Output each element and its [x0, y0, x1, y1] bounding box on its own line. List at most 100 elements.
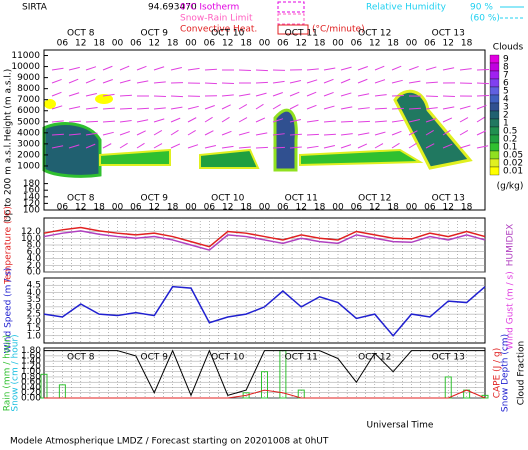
hour-label: 18: [167, 203, 179, 213]
wind-arrow: [459, 130, 469, 136]
y-tick-label: 0.0: [27, 268, 42, 278]
day-label: OCT 11: [285, 29, 318, 39]
y-tick-label: 4.5: [27, 281, 41, 291]
wind-arrow: [340, 133, 353, 136]
y-tick-label: 10.0: [21, 234, 41, 244]
wind-arrow: [221, 145, 234, 149]
wind-arrow: [119, 120, 132, 123]
wind-arrow: [340, 92, 352, 97]
wind-arrow: [51, 91, 62, 97]
wind-arrow: [102, 143, 112, 149]
wind-arrow: [408, 80, 421, 84]
colorbar-title: Clouds: [493, 43, 524, 53]
hour-label: 06: [57, 203, 69, 213]
colorbar-label: 4: [503, 95, 509, 105]
wind-arrow: [374, 107, 387, 110]
series-line: [44, 349, 485, 397]
wind-arrow: [153, 130, 163, 136]
wind-arrow: [340, 120, 353, 123]
hour-label: 06: [424, 203, 436, 213]
y-tick-label: 2000: [17, 150, 40, 160]
wind-arrow: [51, 105, 63, 110]
wind-arrow: [153, 118, 165, 123]
y-tick-label: 12.0: [21, 227, 41, 237]
legend-swatch: [277, 24, 309, 35]
hour-label: 06: [204, 203, 216, 213]
day-label: OCT 13: [432, 194, 465, 204]
hour-label: 06: [351, 203, 363, 213]
wind-arrow: [357, 132, 370, 136]
wind-arrow: [391, 65, 402, 71]
wind-arrow: [102, 79, 113, 84]
wind-arrow: [476, 104, 487, 110]
wind-arrow: [374, 94, 387, 97]
hour-label: 12: [443, 203, 454, 213]
wind-arrow: [408, 142, 417, 149]
wind-arrow: [408, 107, 421, 110]
wind-arrow: [425, 143, 435, 149]
wind-arrow: [306, 133, 319, 136]
colorbar-cell: [489, 134, 500, 144]
axis-title: CAPE (J / g): [493, 348, 503, 399]
wind-arrow: [136, 119, 149, 123]
wind-arrow: [187, 67, 200, 71]
hour-label: 12: [222, 203, 233, 213]
day-label: OCT 11: [285, 353, 318, 363]
wind-arrow: [187, 144, 199, 149]
wind-arrow: [289, 80, 302, 84]
hour-label: 12: [75, 39, 86, 49]
wind-arrow: [425, 118, 437, 123]
wind-arrow: [238, 117, 248, 123]
wind-arrow: [51, 78, 62, 84]
y-tick-label: 1.20: [21, 362, 41, 372]
wind-arrow: [85, 78, 96, 84]
wind-arrow: [357, 78, 368, 84]
wind-arrow: [51, 145, 64, 149]
wind-arrow: [85, 132, 98, 136]
hour-label: 06: [277, 39, 289, 49]
hour-label: 18: [461, 203, 473, 213]
wind-arrow: [170, 66, 183, 71]
footer: Modele Atmospherique LMDZ / Forecast sta…: [10, 437, 329, 447]
colorbar-cell: [489, 166, 500, 176]
wind-arrow: [442, 106, 455, 110]
wind-arrow: [51, 120, 64, 123]
hour-label: 00: [112, 39, 124, 49]
wind-arrow: [272, 118, 284, 123]
wind-arrow: [221, 104, 231, 110]
bar: [261, 371, 268, 399]
wind-arrow: [272, 92, 283, 97]
hour-label: 12: [149, 203, 160, 213]
wind-arrow: [357, 120, 370, 123]
wind-arrow: [476, 94, 489, 97]
wind-arrow: [357, 143, 368, 149]
hour-label: 00: [332, 39, 344, 49]
colorbar-label: 8: [503, 63, 509, 73]
series-line: [43, 285, 486, 337]
axis-title: Snow (cm / hour): [11, 334, 21, 411]
wind-arrow: [374, 143, 384, 149]
hour-label: 06: [130, 39, 142, 49]
colorbar-cell: [489, 94, 500, 104]
colorbar-label: 7: [503, 71, 509, 81]
colorbar-cell: [489, 110, 500, 120]
day-label: OCT 12: [358, 353, 391, 363]
y-tick-label: 6.0: [27, 247, 42, 257]
wind-arrow: [340, 144, 352, 149]
colorbar-label: 0.5: [503, 127, 517, 137]
y-tick-label: 2.0: [27, 261, 42, 271]
wind-arrow: [425, 66, 437, 71]
axis-title: HUMIDEX: [506, 224, 516, 267]
wind-arrow: [85, 92, 98, 97]
wind-arrow: [442, 129, 451, 136]
y-tick-label: 8000: [17, 84, 40, 94]
wind-arrow: [255, 103, 264, 110]
y-tick-label: 3000: [17, 139, 40, 149]
wind-arrow: [391, 79, 403, 84]
legend-rh-high: 90 %: [470, 3, 493, 13]
wind-arrow: [323, 91, 334, 97]
wind-arrow: [85, 66, 97, 71]
y-tick-label: 100: [23, 206, 40, 216]
day-label: OCT 13: [432, 353, 465, 363]
y-tick-label: 0.80: [21, 372, 41, 382]
